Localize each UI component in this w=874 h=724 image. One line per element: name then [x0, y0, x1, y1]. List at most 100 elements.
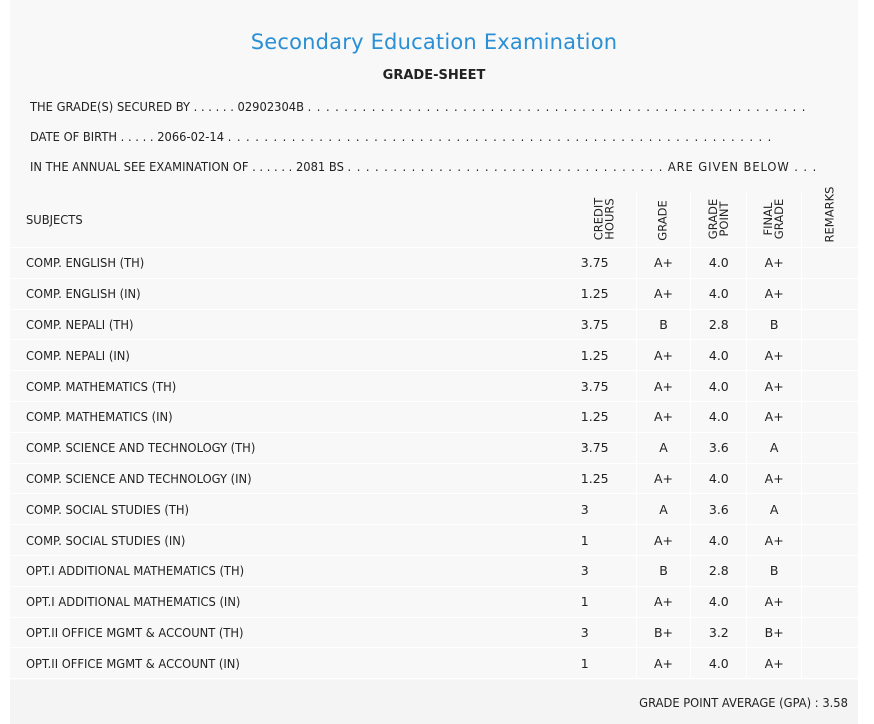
remarks-cell — [801, 432, 858, 464]
info-secured-by: THE GRADE(S) SECURED BY . . . . . . 0290… — [30, 99, 806, 114]
remarks-cell — [801, 617, 858, 649]
remarks-cell — [801, 309, 858, 341]
final-grade-cell: A — [746, 493, 803, 526]
credit-hours-cell: 1 — [573, 647, 637, 680]
grade-cell: A+ — [636, 339, 692, 372]
credit-hours-cell: 1.25 — [573, 401, 637, 433]
credit-hours-cell: 3.75 — [573, 247, 637, 279]
page-title: Secondary Education Examination — [250, 30, 618, 54]
grade-point-cell: 4.0 — [690, 370, 748, 402]
table-row: OPT.I ADDITIONAL MATHEMATICS (IN) 1 A+ 4.0 A… — [10, 586, 858, 618]
remarks-cell — [801, 463, 858, 495]
grade-cell: A — [636, 493, 692, 526]
exam-tail: . . . . . . . . . . . . . . . . . . . . … — [347, 159, 818, 174]
gpa-label: GRADE POINT AVERAGE (GPA) : — [639, 695, 819, 710]
subject-cell: COMP. MATHEMATICS (IN) — [10, 401, 574, 433]
page-subtitle: GRADE-SHEET — [382, 68, 486, 83]
grade-point-cell: 2.8 — [690, 309, 748, 341]
table-body: COMP. ENGLISH (TH) 3.75 A+ 4.0 A+ COMP. ENGLI… — [10, 247, 858, 680]
credit-hours-cell: 3.75 — [573, 370, 637, 402]
credit-hours-cell: 3.75 — [573, 432, 637, 464]
gpa-line: GRADE POINT AVERAGE (GPA) : 3.58 — [639, 695, 848, 710]
grade-point-cell: 3.6 — [690, 493, 748, 526]
secured-by-dots: . . . . . . . . . . . . . . . . . . . . … — [307, 99, 807, 114]
dob-value: 2066-02-14 — [157, 129, 225, 144]
table-row: COMP. MATHEMATICS (IN) 1.25 A+ 4.0 A+ — [10, 401, 858, 433]
grade-cell: A+ — [636, 463, 692, 495]
table-row: COMP. MATHEMATICS (TH) 3.75 A+ 4.0 A+ — [10, 370, 858, 402]
credit-hours-cell: 3 — [573, 555, 637, 587]
gpa-footer — [10, 680, 858, 724]
final-grade-cell: A+ — [746, 247, 803, 279]
subject-cell: COMP. NEPALI (TH) — [10, 309, 574, 341]
symbol-number: 02902304B — [237, 99, 304, 114]
grade-point-cell: 4.0 — [690, 463, 748, 495]
final-grade-cell: A+ — [746, 463, 803, 495]
table-row: COMP. NEPALI (TH) 3.75 B 2.8 B — [10, 309, 858, 341]
grade-point-cell: 3.6 — [690, 432, 748, 464]
header-final-grade: FINAL GRADE — [746, 192, 803, 248]
credit-hours-cell: 1 — [573, 586, 637, 618]
credit-hours-cell: 1.25 — [573, 463, 637, 495]
subject-cell: OPT.I ADDITIONAL MATHEMATICS (IN) — [10, 586, 574, 618]
table-row: COMP. ENGLISH (TH) 3.75 A+ 4.0 A+ — [10, 247, 858, 279]
remarks-cell — [801, 586, 858, 618]
final-grade-cell: A+ — [746, 401, 803, 433]
final-grade-cell: A+ — [746, 339, 803, 372]
subject-cell: COMP. SOCIAL STUDIES (IN) — [10, 524, 574, 556]
final-grade-cell: A+ — [746, 647, 803, 680]
remarks-cell — [801, 370, 858, 402]
dob-label: DATE OF BIRTH . . . . . — [30, 129, 154, 144]
exam-year: 2081 BS — [295, 159, 344, 174]
table-row: OPT.I ADDITIONAL MATHEMATICS (TH) 3 B 2.8 B — [10, 555, 858, 587]
remarks-cell — [801, 247, 858, 279]
header-remarks: REMARKS — [801, 187, 858, 248]
grade-cell: B — [636, 555, 692, 587]
header-grade-point: GRADE POINT — [690, 192, 748, 248]
grade-point-cell: 4.0 — [690, 278, 748, 310]
subject-cell: COMP. SCIENCE AND TECHNOLOGY (IN) — [10, 463, 574, 495]
grades-table: SUBJECTS CREDIT HOURS GRADE GRADE POINT FI… — [10, 187, 858, 680]
remarks-cell — [801, 278, 858, 310]
grade-point-cell: 4.0 — [690, 247, 748, 279]
table-row: COMP. ENGLISH (IN) 1.25 A+ 4.0 A+ — [10, 278, 858, 310]
final-grade-cell: B — [746, 555, 803, 587]
subject-cell: COMP. ENGLISH (IN) — [10, 278, 574, 310]
secured-by-label: THE GRADE(S) SECURED BY . . . . . . — [30, 99, 234, 114]
subject-cell: COMP. ENGLISH (TH) — [10, 247, 574, 279]
grade-point-cell: 4.0 — [690, 647, 748, 680]
remarks-cell — [801, 647, 858, 680]
remarks-cell — [801, 401, 858, 433]
header-credit-hours: CREDIT HOURS — [573, 192, 637, 248]
credit-hours-cell: 3.75 — [573, 309, 637, 341]
subject-cell: COMP. MATHEMATICS (TH) — [10, 370, 574, 402]
remarks-cell — [801, 339, 858, 372]
grade-cell: A — [636, 432, 692, 464]
grade-cell: A+ — [636, 647, 692, 680]
table-row: COMP. SOCIAL STUDIES (TH) 3 A 3.6 A — [10, 493, 858, 526]
credit-hours-cell: 1.25 — [573, 278, 637, 310]
final-grade-cell: B+ — [746, 617, 803, 649]
dob-dots: . . . . . . . . . . . . . . . . . . . . … — [227, 129, 773, 144]
grade-cell: A+ — [636, 586, 692, 618]
grade-cell: A+ — [636, 278, 692, 310]
grade-point-cell: 2.8 — [690, 555, 748, 587]
final-grade-cell: A+ — [746, 524, 803, 556]
header-grade: GRADE — [636, 192, 692, 248]
table-row: COMP. SCIENCE AND TECHNOLOGY (TH) 3.75 A 3.… — [10, 432, 858, 464]
remarks-cell — [801, 524, 858, 556]
info-dob: DATE OF BIRTH . . . . . 2066-02-14 . . .… — [30, 129, 772, 144]
grade-point-cell: 4.0 — [690, 586, 748, 618]
grade-point-cell: 4.0 — [690, 339, 748, 372]
info-exam: IN THE ANNUAL SEE EXAMINATION OF . . . .… — [30, 159, 817, 174]
remarks-cell — [801, 493, 858, 526]
table-row: COMP. NEPALI (IN) 1.25 A+ 4.0 A+ — [10, 339, 858, 372]
subject-cell: OPT.II OFFICE MGMT & ACCOUNT (IN) — [10, 647, 574, 680]
final-grade-cell: A+ — [746, 370, 803, 402]
table-header-row: SUBJECTS CREDIT HOURS GRADE GRADE POINT FI… — [10, 187, 858, 248]
subject-cell: COMP. NEPALI (IN) — [10, 339, 574, 372]
table-row: OPT.II OFFICE MGMT & ACCOUNT (TH) 3 B+ 3.2 B… — [10, 617, 858, 649]
final-grade-cell: B — [746, 309, 803, 341]
subject-cell: COMP. SOCIAL STUDIES (TH) — [10, 493, 574, 526]
table-row: OPT.II OFFICE MGMT & ACCOUNT (IN) 1 A+ 4.0 A… — [10, 647, 858, 680]
